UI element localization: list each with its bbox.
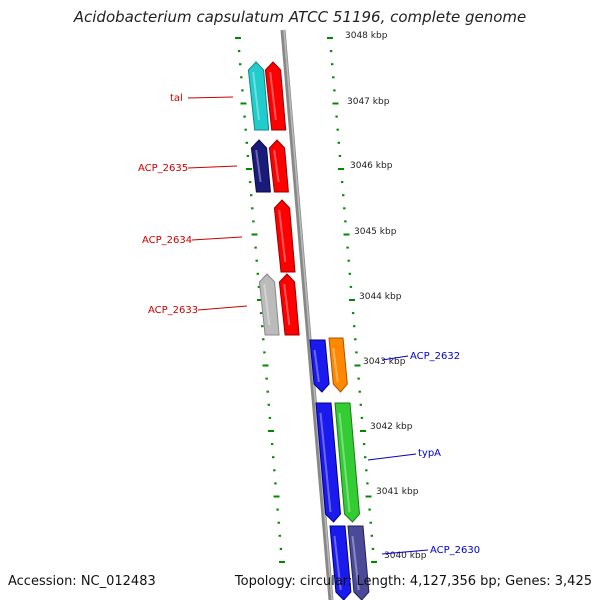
gene-label-leader (191, 236, 243, 241)
axis-tick-labels: 3048 kbp 3047 kbp 3046 kbp 3045 kbp 3044 kbp… (345, 31, 427, 561)
axis-tick-label: 3047 kbp (347, 97, 390, 107)
right-tick-track (327, 37, 378, 563)
gene-arrow (247, 61, 270, 131)
gene-arrow (328, 337, 348, 393)
gene-arrow-highlight (338, 412, 351, 513)
gene-arrow-highlight (351, 535, 360, 591)
gene-arrow-highlight (252, 71, 260, 121)
gene-labels: tal ACP_2635 ACP_2634 ACP_2633 ACP_2632 typA A… (138, 93, 480, 556)
gene-arrow (258, 273, 280, 336)
axis-tick-label: 3044 kbp (359, 292, 402, 302)
axis-tick-label: 3045 kbp (354, 227, 397, 237)
axis-tick-label: 3042 kbp (370, 422, 413, 432)
gene-label-leader (187, 165, 238, 169)
gene-label-leader (197, 305, 248, 311)
gene-arrow-highlight (255, 149, 262, 183)
gene-label: ACP_2630 (430, 545, 480, 556)
gene-label-leader (381, 355, 409, 361)
topology-text: Topology: circular; Length: 4,127,356 bp… (234, 574, 592, 589)
gene-arrow (315, 402, 342, 523)
genome-backbone (280, 29, 334, 600)
gene-label: tal (170, 93, 183, 104)
gene-arrow (250, 139, 271, 193)
gene-arrow-highlight (283, 283, 291, 326)
genome-backbone-highlight (283, 29, 333, 600)
gene-arrow-highlight (319, 412, 332, 513)
accession-text: Accession: NC_012483 (8, 574, 156, 589)
gene-arrow (273, 199, 296, 273)
gene-label: ACP_2633 (148, 305, 198, 316)
gene-arrow (334, 402, 361, 523)
gene-arrow-highlight (263, 283, 271, 326)
gene-arrow-highlight (278, 209, 287, 263)
axis-tick-label: 3048 kbp (345, 31, 388, 41)
gene-arrow-highlight (333, 535, 342, 591)
gene-arrow (268, 139, 289, 193)
left-tick-track (235, 37, 286, 563)
axis-tick-label: 3043 kbp (363, 357, 406, 367)
gene-arrow (329, 525, 352, 600)
axis-tick-label: 3046 kbp (350, 161, 393, 171)
axis-tick-label: 3040 kbp (384, 551, 427, 561)
gene-arrow (309, 339, 330, 393)
gene-arrow-highlight (269, 71, 277, 121)
gene-label-leader (367, 453, 417, 461)
gene-arrow-highlight (313, 349, 320, 383)
gene-features (247, 61, 370, 600)
gene-arrow-highlight (273, 149, 280, 183)
gene-arrow-highlight (332, 347, 339, 383)
gene-label: ACP_2635 (138, 163, 188, 174)
genome-title: Acidobacterium capsulatum ATCC 51196, co… (73, 8, 527, 26)
gene-label: ACP_2632 (410, 351, 460, 362)
axis-tick-label: 3041 kbp (376, 487, 419, 497)
gene-label-leader (187, 96, 234, 99)
gene-arrow (347, 525, 370, 600)
gene-label: typA (418, 448, 441, 459)
gene-arrow (278, 273, 300, 336)
gene-arrow (264, 61, 287, 131)
gene-label-leader (381, 549, 429, 555)
gene-label: ACP_2634 (142, 235, 192, 246)
